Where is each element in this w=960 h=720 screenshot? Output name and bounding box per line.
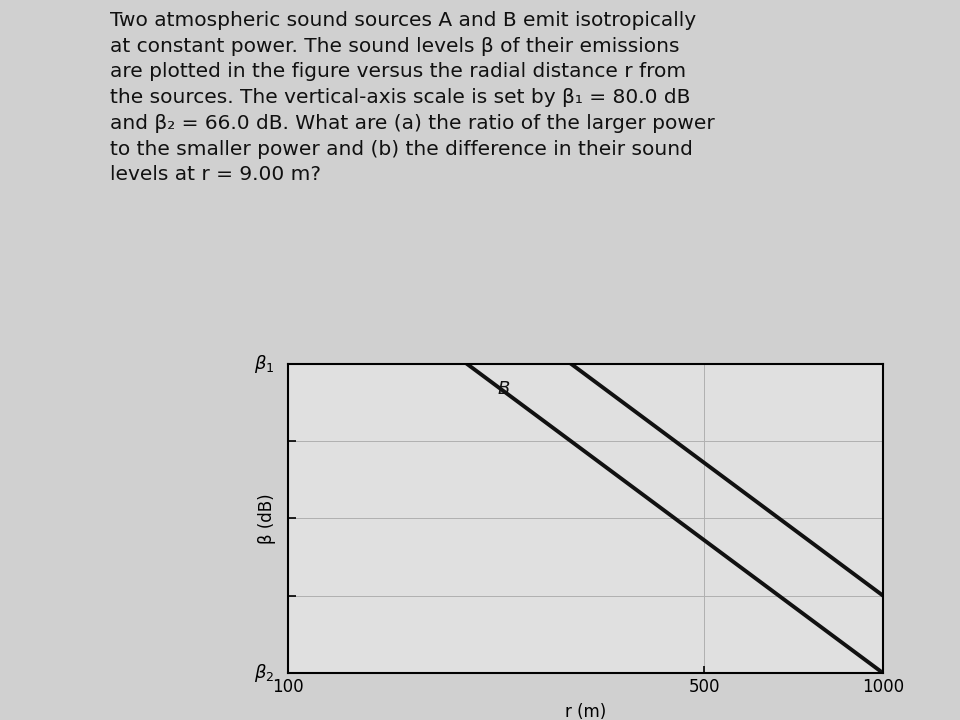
Y-axis label: β (dB): β (dB) xyxy=(258,493,276,544)
Text: $\beta_2$: $\beta_2$ xyxy=(253,662,275,684)
Text: A: A xyxy=(596,342,609,360)
X-axis label: r (m): r (m) xyxy=(565,703,606,720)
Text: $\beta_1$: $\beta_1$ xyxy=(253,353,275,374)
Text: B: B xyxy=(497,380,510,398)
Text: Two atmospheric sound sources A and B emit isotropically
at constant power. The : Two atmospheric sound sources A and B em… xyxy=(110,11,715,184)
